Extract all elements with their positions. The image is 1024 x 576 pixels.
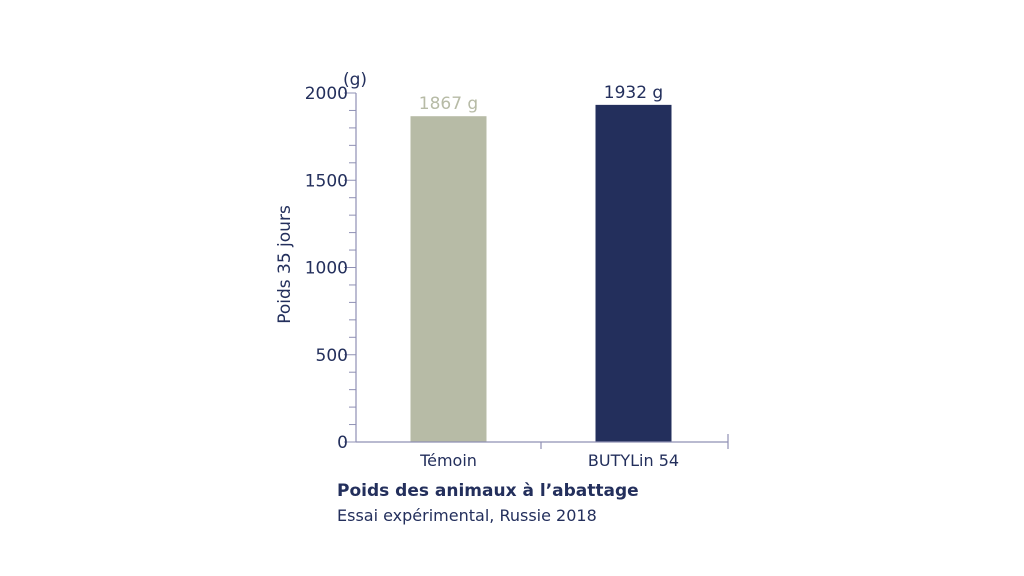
bars xyxy=(410,104,672,443)
x-tick-labels: Témoin BUTYLin 54 xyxy=(419,451,679,470)
y-tick-labels: 0 500 1000 1500 2000 xyxy=(305,84,348,453)
x-tick-label: Témoin xyxy=(419,451,477,470)
bar xyxy=(595,104,672,442)
y-tick-label: 500 xyxy=(316,346,348,366)
data-labels: 1867 g 1932 g xyxy=(419,83,663,114)
y-tick-label: 1500 xyxy=(305,171,348,191)
y-tick-label: 0 xyxy=(337,433,348,453)
x-tick-label: BUTYLin 54 xyxy=(588,451,679,470)
bar-value-label: 1867 g xyxy=(419,94,478,114)
y-tick-label: 1000 xyxy=(305,259,348,279)
y-axis-ticks xyxy=(344,92,356,443)
y-tick-label: 2000 xyxy=(305,84,348,104)
y-unit-label: (g) xyxy=(343,70,367,90)
y-axis-title: Poids 35 jours xyxy=(275,205,295,324)
bar xyxy=(410,116,487,443)
chart-subtitle: Essai expérimental, Russie 2018 xyxy=(337,506,597,525)
bar-value-label: 1932 g xyxy=(604,83,663,103)
chart-title: Poids des animaux à l’abattage xyxy=(337,481,639,501)
